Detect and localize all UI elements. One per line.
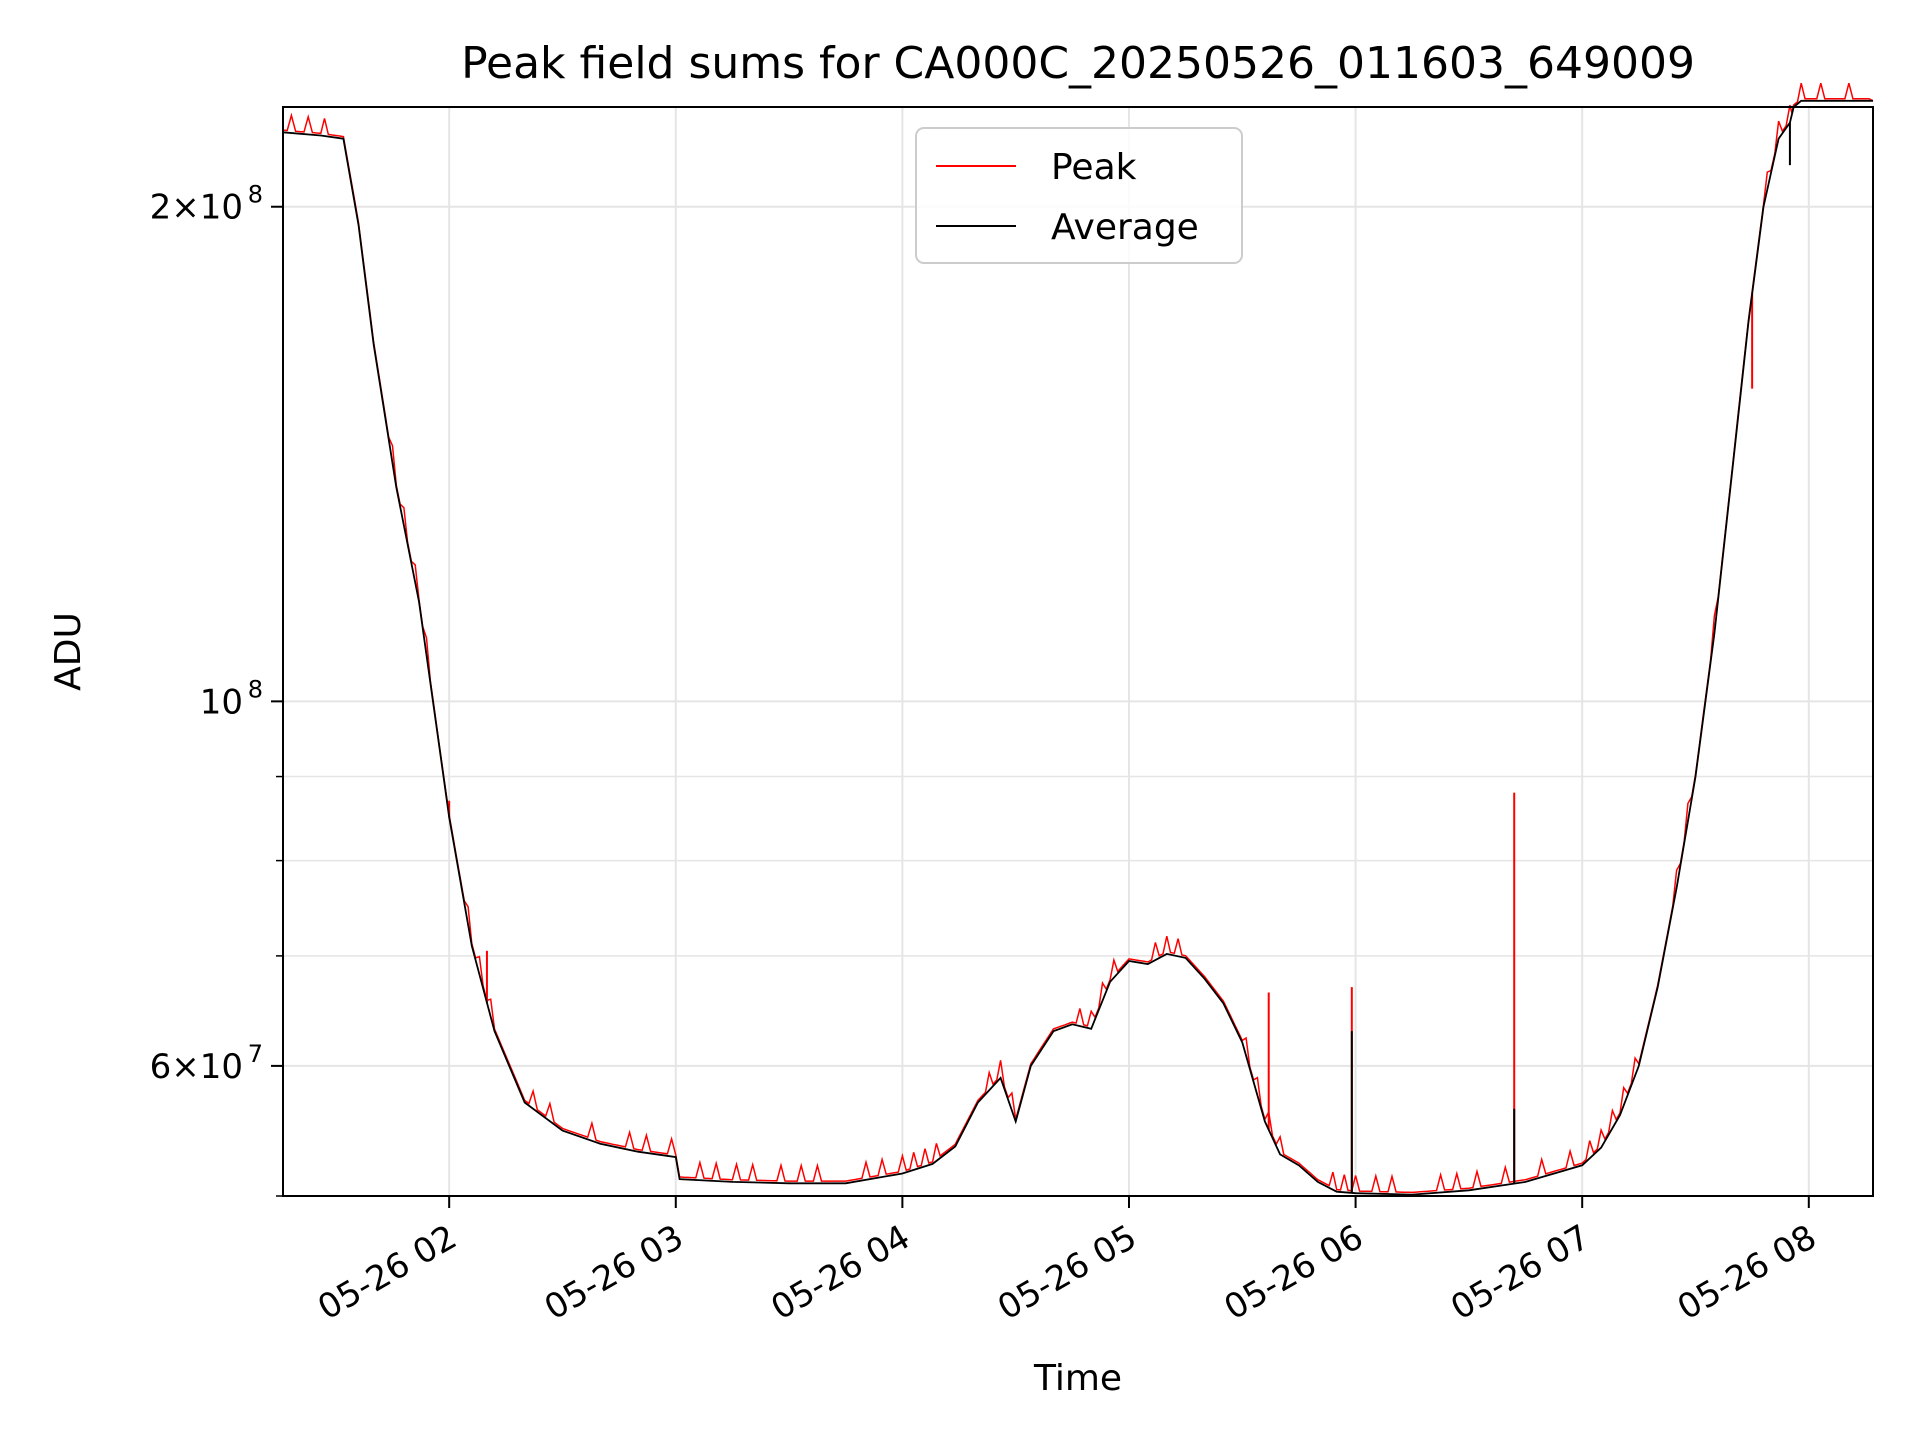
x-axis-label: Time [1033,1358,1122,1399]
y-tick-label: 2×10 [150,188,243,228]
y-tick-exponent: 8 [248,675,263,703]
y-axis-label: ADU [48,612,89,691]
y-tick-exponent: 8 [248,181,263,209]
plot-area [282,83,1874,1196]
legend-entry-label: Peak [1051,147,1137,188]
y-tick-label: 6×10 [150,1047,243,1087]
y-tick-label: 10 [200,682,243,722]
legend-entry-label: Average [1051,207,1199,248]
chart-title: Peak field sums for CA000C_20250526_0116… [461,38,1695,89]
legend-box [915,127,1243,264]
y-tick-exponent: 7 [248,1040,263,1068]
peak-series-line [282,83,1874,1194]
average-series-line [282,99,1873,1196]
legend: Peak Average [915,127,1243,264]
axes-frame [282,106,1874,1197]
